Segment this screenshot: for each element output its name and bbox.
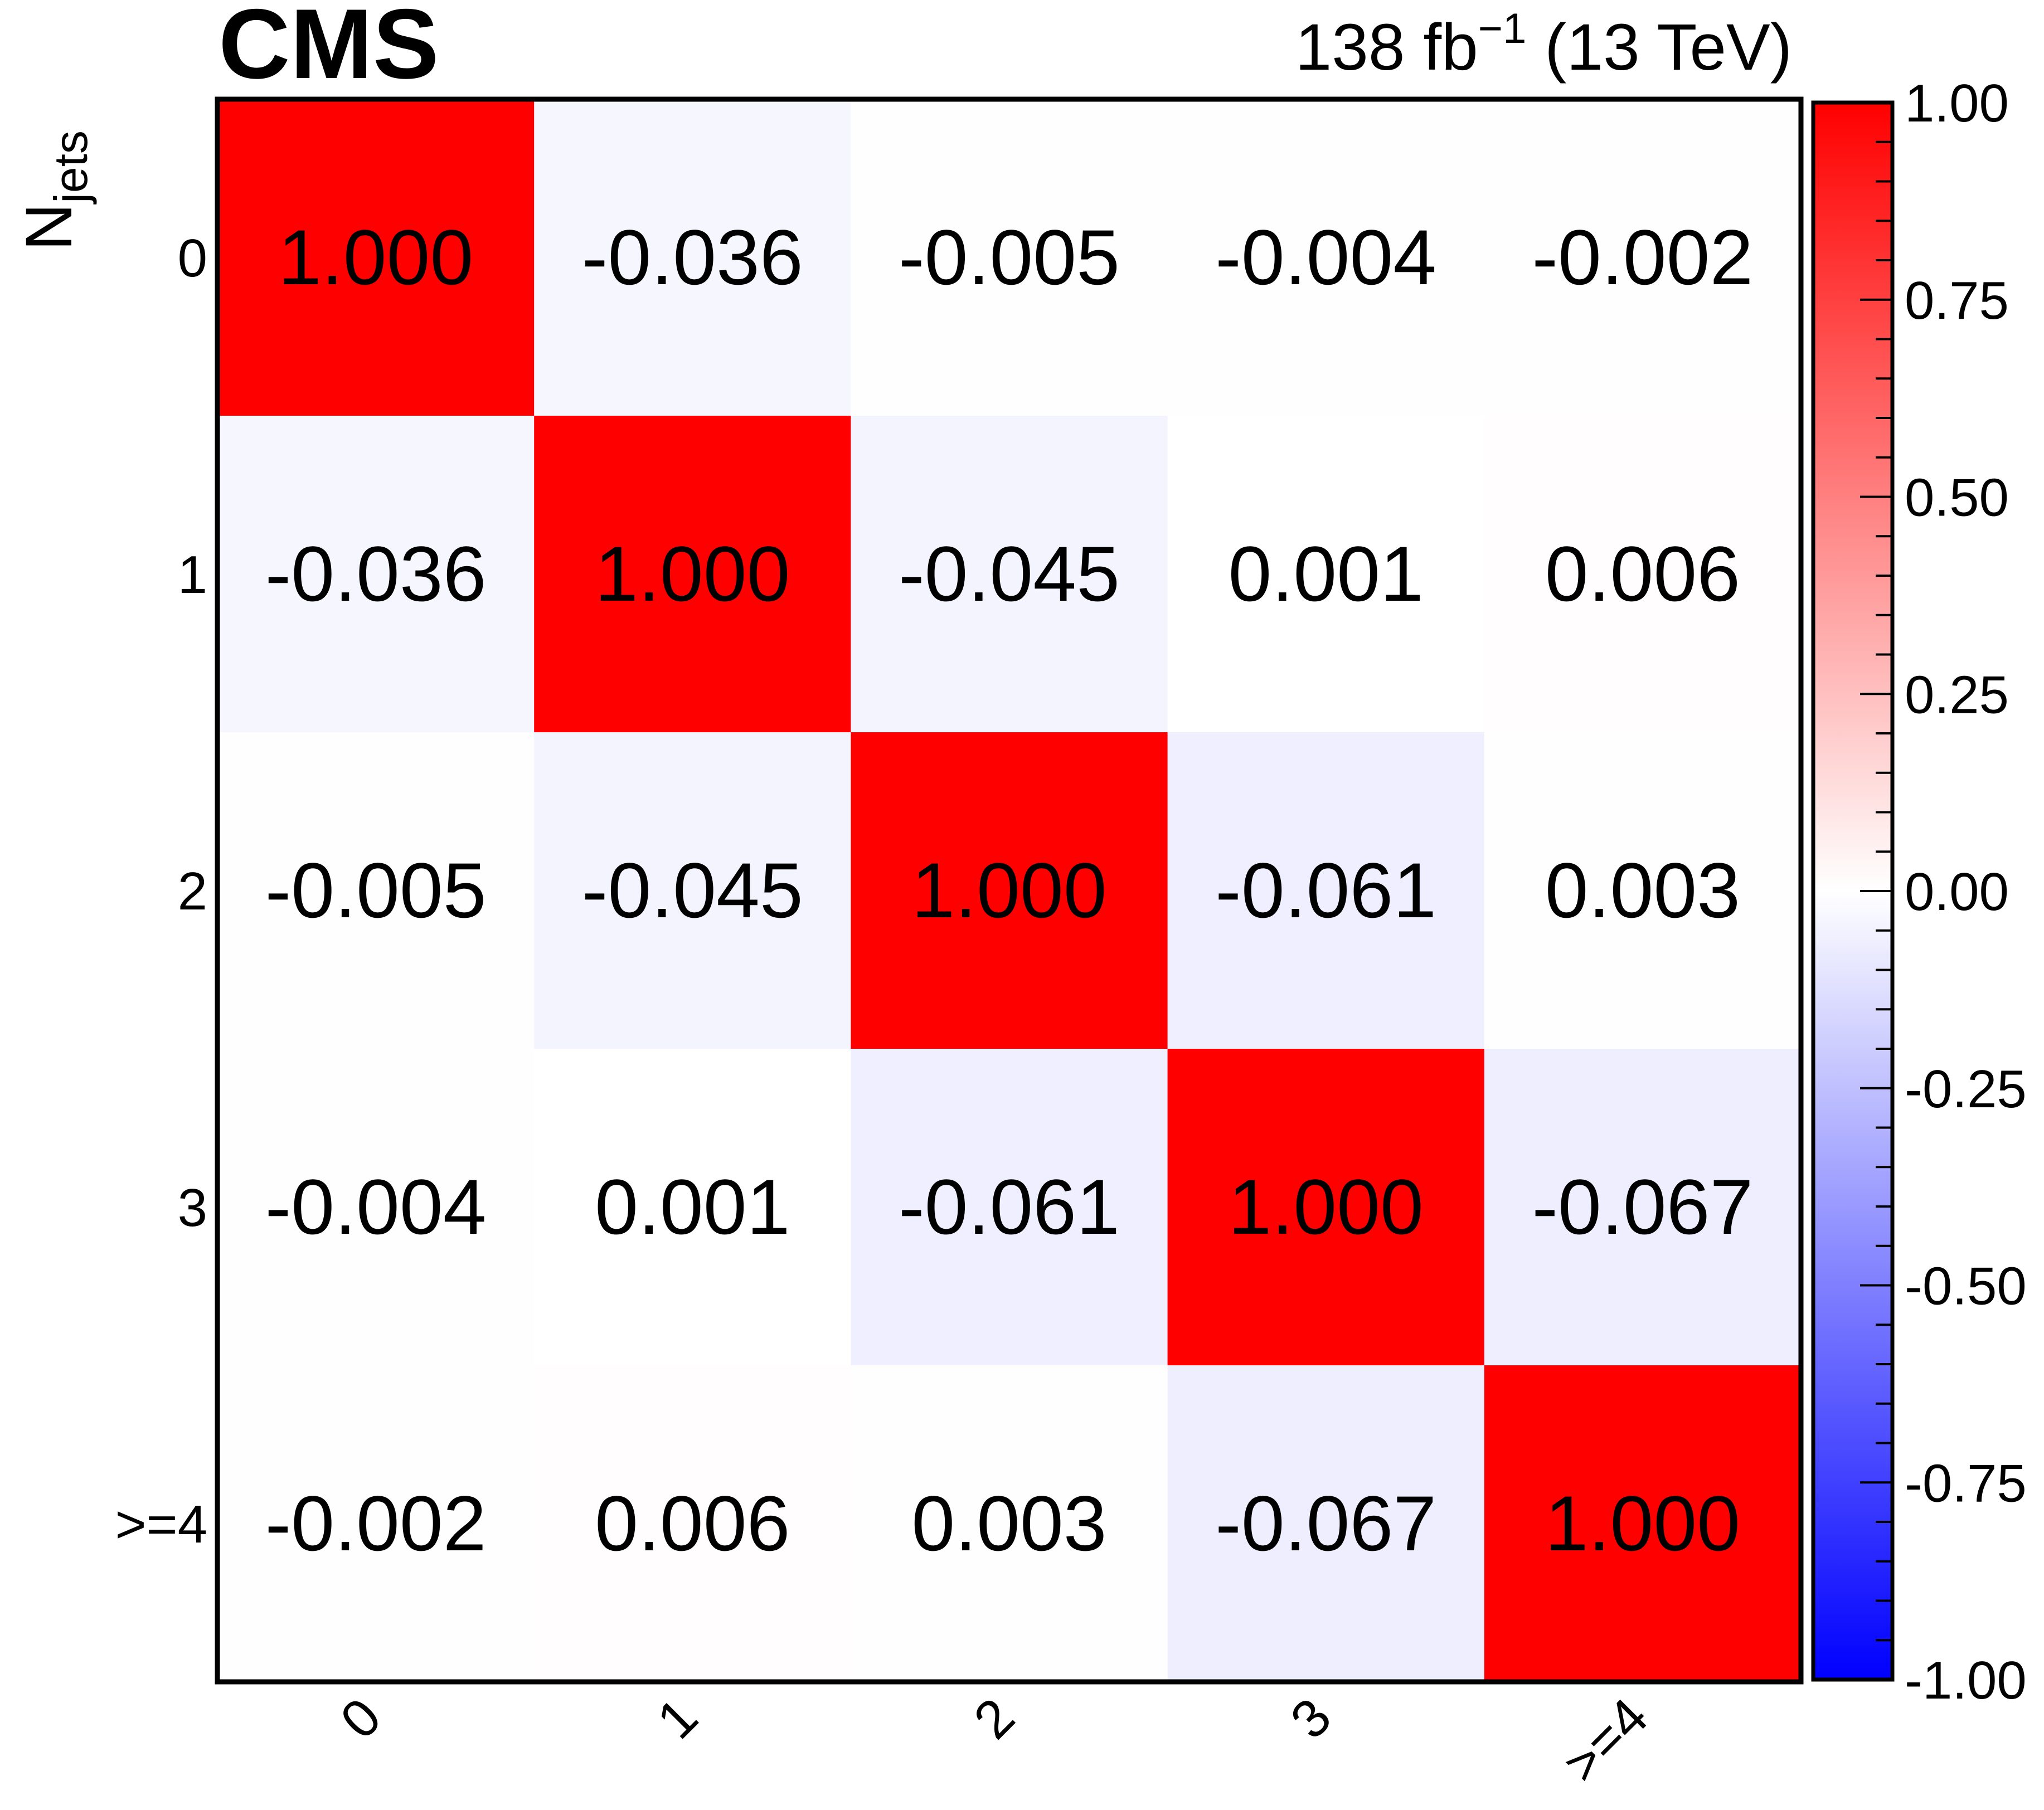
cell-value-r3-c1: 0.001: [595, 1163, 790, 1251]
x-tick-labels: 0 1 2 3 >=4: [329, 1687, 1659, 1794]
cell-value-r1-c3: 0.001: [1229, 530, 1424, 617]
cell-value-r3-c3: 1.000: [1229, 1163, 1424, 1251]
x-tick-label: 2: [963, 1687, 1026, 1750]
x-tick-label: 3: [1279, 1687, 1342, 1750]
luminosity-value: 138 fb: [1295, 11, 1478, 84]
y-tick-label: 2: [178, 862, 207, 921]
y-axis-title-sub: jets: [45, 130, 97, 205]
heatmap-cell-r4-c0: [217, 1365, 535, 1682]
y-axis-title-main: N: [12, 203, 86, 251]
heatmap-cell-r3-c3: [1167, 1049, 1485, 1366]
cell-value-r1-c2: -0.045: [899, 530, 1120, 617]
y-tick-label: >=4: [115, 1495, 207, 1554]
heatmap-values: 1.000 -0.036 -0.005 -0.004 -0.002 -0.036 1.000…: [265, 213, 1754, 1567]
colorbar-ticks: [1860, 101, 1892, 1681]
luminosity-exponent: −1: [1478, 5, 1527, 52]
cell-value-r4-c0: -0.002: [265, 1480, 487, 1567]
cell-value-r3-c0: -0.004: [265, 1163, 487, 1251]
colorbar-tick-label: 0.50: [1905, 468, 2009, 528]
heatmap-cell-r0-c3: [1167, 99, 1485, 416]
plot-frame: [215, 96, 1804, 1685]
y-tick-labels: 0 1 2 3 >=4: [115, 228, 207, 1554]
cell-value-r3-c4: -0.067: [1532, 1163, 1753, 1251]
x-tick-label: 0: [329, 1687, 392, 1750]
x-tick-label: >=4: [1552, 1687, 1659, 1794]
cell-value-r2-c0: -0.005: [265, 846, 487, 934]
heatmap-cell-r0-c2: [851, 99, 1168, 416]
heatmap-cell-r0-c1: [534, 99, 851, 416]
heatmap-cell-r0-c4: [1484, 99, 1802, 416]
heatmap-cell-r2-c0: [217, 732, 535, 1049]
heatmap-cell-r1-c3: [1167, 416, 1485, 733]
colorbar-tick-label: 1.00: [1905, 74, 2009, 133]
heatmap-cells: [217, 99, 1802, 1682]
cell-value-r0-c1: -0.036: [582, 213, 803, 301]
colorbar-tick-label: -0.75: [1905, 1453, 2027, 1513]
heatmap-cell-r1-c4: [1484, 416, 1802, 733]
cell-value-r0-c2: -0.005: [899, 213, 1120, 301]
colorbar-tick-label: -0.50: [1905, 1257, 2027, 1316]
colorbar-tick-label: 0.25: [1905, 665, 2009, 724]
cell-value-r4-c3: -0.067: [1215, 1480, 1436, 1567]
y-axis-title: Njets: [12, 130, 97, 251]
heatmap-cell-r1-c0: [217, 416, 535, 733]
x-tick-label: 1: [646, 1687, 709, 1750]
heatmap-cell-r3-c0: [217, 1049, 535, 1366]
cell-value-r1-c4: 0.006: [1545, 530, 1740, 617]
cell-value-r0-c3: -0.004: [1215, 213, 1436, 301]
heatmap-cell-r4-c3: [1167, 1365, 1485, 1682]
experiment-label: CMS: [219, 0, 439, 99]
heatmap-cell-r2-c1: [534, 732, 851, 1049]
luminosity-label: 138 fb−1 (13 TeV): [1295, 5, 1792, 84]
heatmap-cell-r1-c2: [851, 416, 1168, 733]
cell-value-r2-c4: 0.003: [1545, 846, 1740, 934]
cell-value-r4-c1: 0.006: [595, 1480, 790, 1567]
y-tick-label: 3: [178, 1178, 207, 1238]
y-tick-label: 0: [178, 228, 207, 288]
heatmap-cell-r0-c0: [217, 99, 535, 416]
colorbar-tick-labels: 1.00 0.75 0.50 0.25 0.00 -0.25 -0.50 -0.75 -1.00: [1905, 74, 2027, 1710]
colorbar-tick-label: 0.75: [1905, 271, 2009, 330]
energy-label: (13 TeV): [1526, 11, 1792, 84]
heatmap-cell-r1-c1: [534, 416, 851, 733]
cell-value-r4-c4: 1.000: [1545, 1480, 1740, 1567]
heatmap-cell-r4-c1: [534, 1365, 851, 1682]
cell-value-r0-c4: -0.002: [1532, 213, 1753, 301]
cell-value-r1-c0: -0.036: [265, 530, 487, 617]
cell-value-r2-c2: 1.000: [911, 846, 1106, 934]
cell-value-r1-c1: 1.000: [595, 530, 790, 617]
svg-text:Njets: Njets: [12, 130, 97, 251]
heatmap-cell-r3-c4: [1484, 1049, 1802, 1366]
heatmap-cell-r4-c2: [851, 1365, 1168, 1682]
cell-value-r3-c2: -0.061: [899, 1163, 1120, 1251]
heatmap-cell-r4-c4: [1484, 1365, 1802, 1682]
heatmap-cell-r2-c2: [851, 732, 1168, 1049]
cell-value-r4-c2: 0.003: [911, 1480, 1106, 1567]
colorbar-tick-label: -0.25: [1905, 1059, 2027, 1119]
cell-value-r0-c0: 1.000: [278, 213, 473, 301]
heatmap-cell-r2-c3: [1167, 732, 1485, 1049]
heatmap-cell-r3-c1: [534, 1049, 851, 1366]
colorbar-tick-label: 0.00: [1905, 862, 2009, 922]
cell-value-r2-c3: -0.061: [1215, 846, 1436, 934]
cell-value-r2-c1: -0.045: [582, 846, 803, 934]
heatmap-cell-r3-c2: [851, 1049, 1168, 1366]
heatmap-cell-r2-c4: [1484, 732, 1802, 1049]
y-tick-label: 1: [178, 545, 207, 605]
colorbar-tick-label: -1.00: [1905, 1651, 2027, 1710]
